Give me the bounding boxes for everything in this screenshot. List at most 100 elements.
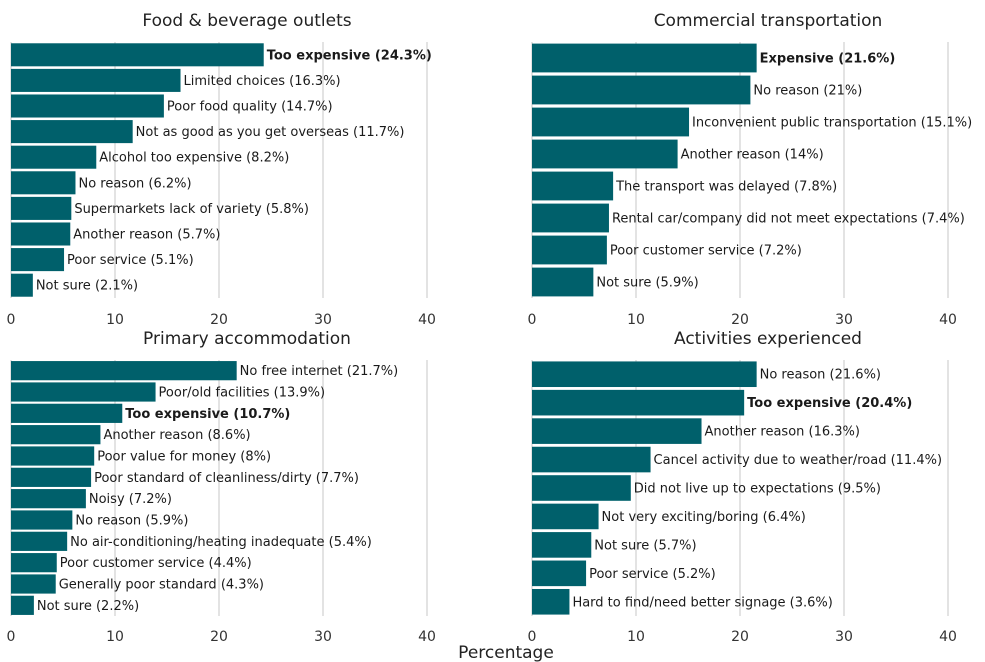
chart-panel: Activities experienced No reason (21.6%) T… — [528, 329, 957, 645]
bar — [532, 203, 609, 233]
bar — [532, 446, 651, 473]
chart-panel: Primary accommodation No free internet (2… — [7, 329, 436, 645]
bar-label: Generally poor standard (4.3%) — [59, 578, 264, 593]
x-tick-label: 0 — [7, 629, 16, 645]
bar — [11, 120, 133, 144]
bar-label: Poor/old facilities (13.9%) — [159, 386, 326, 401]
x-tick-label: 30 — [314, 629, 332, 645]
x-tick-label: 20 — [210, 629, 228, 645]
bar-label: The transport was delayed (7.8%) — [615, 180, 837, 195]
bar-label: Not sure (5.9%) — [596, 276, 698, 291]
bar — [11, 361, 237, 381]
bar-label: Cancel activity due to weather/road (11.… — [654, 453, 943, 468]
bar — [11, 382, 156, 402]
panel-title: Food & beverage outlets — [142, 11, 351, 31]
bar — [11, 553, 57, 573]
bar-label: Poor customer service (4.4%) — [60, 556, 252, 571]
bar — [11, 446, 95, 466]
bar-label: Noisy (7.2%) — [89, 492, 172, 507]
bar — [532, 475, 631, 501]
bar — [11, 171, 76, 195]
bar — [532, 139, 678, 169]
bar — [11, 425, 101, 445]
x-tick-label: 10 — [627, 629, 645, 645]
bar-label: Limited choices (16.3%) — [184, 74, 341, 89]
bar-label: Not sure (5.7%) — [594, 538, 696, 553]
bar-label: Expensive (21.6%) — [760, 52, 896, 67]
bar-label: Poor service (5.2%) — [589, 567, 716, 582]
x-tick-label: 40 — [418, 629, 436, 645]
bar-label: No air-conditioning/heating inadequate (… — [70, 535, 372, 550]
bar-label: Did not live up to expectations (9.5%) — [634, 482, 881, 497]
bar-label: No reason (6.2%) — [78, 176, 191, 191]
x-tick-label: 20 — [210, 312, 228, 328]
x-tick-label: 40 — [939, 312, 957, 328]
bar — [11, 531, 68, 551]
bar-label: Hard to find/need better signage (3.6%) — [572, 595, 832, 610]
bar-label: Too expensive (20.4%) — [747, 396, 912, 411]
bar-label: Poor food quality (14.7%) — [167, 100, 333, 115]
bar — [11, 248, 65, 272]
x-tick-label: 0 — [528, 312, 537, 328]
chart-panel: Commercial transportation Expensive (21.6… — [528, 11, 973, 328]
bar — [11, 145, 97, 169]
bar — [532, 43, 757, 73]
bar — [532, 560, 587, 587]
x-tick-label: 40 — [939, 629, 957, 645]
bar — [11, 43, 264, 67]
bar-label: Alcohol too expensive (8.2%) — [99, 151, 289, 166]
bar — [11, 510, 73, 530]
bar — [11, 467, 92, 487]
chart-panel: Food & beverage outlets Too expensive (24… — [7, 11, 436, 328]
bar-label: Poor customer service (7.2%) — [610, 244, 802, 259]
bar-label: Another reason (8.6%) — [103, 428, 250, 443]
bar — [532, 267, 594, 297]
bar — [532, 235, 607, 265]
bar — [11, 222, 71, 246]
bar-label: No reason (21%) — [753, 84, 862, 99]
panel-title: Commercial transportation — [654, 11, 883, 31]
bar — [532, 361, 757, 388]
x-tick-label: 10 — [106, 312, 124, 328]
panel-title: Activities experienced — [674, 329, 862, 349]
bar — [11, 68, 181, 92]
bar-label: Another reason (5.7%) — [73, 228, 220, 243]
x-tick-label: 20 — [731, 629, 749, 645]
bar-label: Poor standard of cleanliness/dirty (7.7%… — [94, 471, 359, 486]
x-tick-label: 0 — [7, 312, 16, 328]
x-tick-label: 30 — [835, 629, 853, 645]
bar-label: Too expensive (24.3%) — [267, 48, 432, 63]
panel-title: Primary accommodation — [143, 329, 351, 349]
x-tick-label: 20 — [731, 312, 749, 328]
x-tick-label: 10 — [106, 629, 124, 645]
bar-label: Supermarkets lack of variety (5.8%) — [74, 202, 309, 217]
x-tick-label: 40 — [418, 312, 436, 328]
x-axis-label: Percentage — [458, 643, 554, 662]
bar — [532, 588, 570, 615]
bar — [532, 171, 614, 201]
bar-label: Poor service (5.1%) — [67, 253, 194, 268]
bar-label: Inconvenient public transportation (15.1… — [692, 116, 972, 131]
bar — [11, 574, 56, 594]
bar-label: No free internet (21.7%) — [240, 364, 399, 379]
bar-label: Poor value for money (8%) — [97, 450, 271, 465]
x-tick-label: 10 — [627, 312, 645, 328]
bar-label: Not sure (2.2%) — [37, 599, 139, 614]
bar-label: No reason (21.6%) — [760, 368, 881, 383]
bar — [532, 107, 690, 137]
bar-label: Not very exciting/boring (6.4%) — [602, 510, 806, 525]
bar-label: Not sure (2.1%) — [36, 279, 138, 294]
bar — [11, 94, 164, 118]
bar-label: Rental car/company did not meet expectat… — [612, 212, 965, 227]
bar — [532, 503, 599, 530]
bar — [532, 389, 745, 416]
bar-label: Another reason (14%) — [681, 148, 824, 163]
bar — [11, 196, 72, 220]
bar-label: Not as good as you get overseas (11.7%) — [136, 125, 405, 140]
bar — [532, 532, 592, 558]
bar-label: Too expensive (10.7%) — [125, 407, 290, 422]
x-tick-label: 0 — [528, 629, 537, 645]
bar — [11, 489, 86, 509]
bar-label: No reason (5.9%) — [75, 514, 188, 529]
bar — [532, 418, 702, 444]
